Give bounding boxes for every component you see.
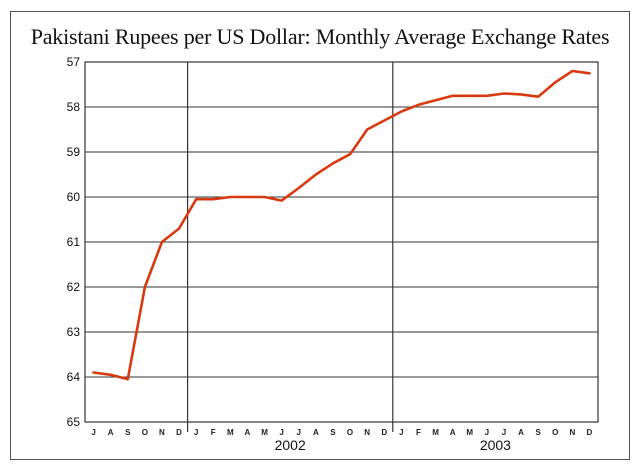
y-tick-label: 65: [67, 415, 81, 429]
x-axis: J A S O N D J F M A M J J A S O N D J F M A M J J A S O N D 2002 2003: [91, 428, 592, 453]
x-month-label: N: [159, 428, 165, 437]
x-month-label: J: [91, 428, 95, 437]
x-month-label: J: [279, 428, 283, 437]
x-month-label: N: [364, 428, 370, 437]
x-month-label: A: [450, 428, 456, 437]
y-tick-label: 63: [67, 325, 81, 339]
y-tick-label: 61: [67, 235, 81, 249]
x-month-label: S: [125, 428, 131, 437]
x-month-label: F: [211, 428, 216, 437]
x-month-label: O: [142, 428, 148, 437]
x-month-label: J: [502, 428, 506, 437]
x-year-label: 2003: [480, 437, 511, 453]
x-month-label: O: [347, 428, 353, 437]
x-month-label: A: [108, 428, 114, 437]
x-month-label: J: [485, 428, 489, 437]
x-month-label: D: [176, 428, 182, 437]
x-month-label: D: [587, 428, 593, 437]
x-month-label: J: [194, 428, 198, 437]
x-month-label: M: [227, 428, 234, 437]
exchange-rate-line: [92, 69, 591, 381]
x-month-label: S: [330, 428, 336, 437]
y-tick-label: 60: [67, 190, 81, 204]
chart-frame: [10, 11, 630, 460]
x-month-label: J: [297, 428, 301, 437]
x-month-label: O: [552, 428, 558, 437]
x-month-label: F: [416, 428, 421, 437]
x-month-label: M: [466, 428, 473, 437]
x-month-label: A: [245, 428, 251, 437]
y-tick-label: 62: [67, 280, 81, 294]
grid-lines: [85, 62, 598, 432]
y-tick-label: 59: [67, 145, 81, 159]
y-tick-label: 58: [67, 100, 81, 114]
x-month-label: D: [381, 428, 387, 437]
y-tick-label: 57: [67, 55, 81, 69]
x-month-label: A: [313, 428, 319, 437]
y-axis: 57 58 59 60 61 62 63 64 65: [67, 55, 81, 429]
chart-title: Pakistani Rupees per US Dollar: Monthly …: [30, 24, 610, 49]
x-month-label: N: [569, 428, 575, 437]
plot-area-border: [84, 61, 599, 423]
x-month-label: J: [399, 428, 403, 437]
x-month-label: A: [518, 428, 524, 437]
x-month-label: M: [261, 428, 268, 437]
y-tick-label: 64: [67, 370, 81, 384]
x-year-label: 2002: [275, 437, 306, 453]
x-month-label: M: [432, 428, 439, 437]
x-month-label: S: [535, 428, 541, 437]
